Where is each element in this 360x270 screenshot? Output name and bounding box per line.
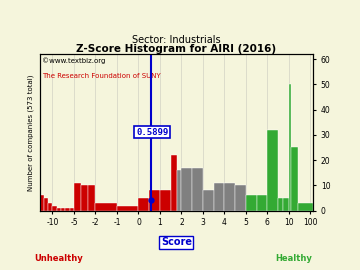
Bar bbox=[267, 130, 278, 211]
Bar bbox=[117, 205, 139, 211]
Bar bbox=[57, 208, 61, 211]
Y-axis label: Number of companies (573 total): Number of companies (573 total) bbox=[28, 74, 34, 191]
Title: Z-Score Histogram for AIRI (2016): Z-Score Histogram for AIRI (2016) bbox=[76, 44, 276, 54]
Bar bbox=[257, 195, 267, 211]
Bar bbox=[95, 203, 117, 211]
Bar bbox=[246, 195, 257, 211]
Bar bbox=[235, 185, 246, 211]
Bar bbox=[88, 185, 95, 211]
Text: Healthy: Healthy bbox=[276, 254, 312, 264]
Bar bbox=[278, 198, 283, 211]
Bar bbox=[177, 170, 181, 211]
Text: Sector: Industrials: Sector: Industrials bbox=[132, 35, 221, 45]
Text: Unhealthy: Unhealthy bbox=[34, 254, 83, 264]
Bar bbox=[160, 190, 171, 211]
Bar bbox=[203, 190, 213, 211]
Bar bbox=[44, 198, 48, 211]
Bar bbox=[291, 147, 298, 211]
Text: Score: Score bbox=[161, 237, 192, 247]
Bar bbox=[283, 198, 289, 211]
Bar bbox=[192, 168, 203, 211]
Bar bbox=[289, 84, 291, 211]
Text: The Research Foundation of SUNY: The Research Foundation of SUNY bbox=[42, 73, 161, 79]
Bar bbox=[139, 198, 149, 211]
Bar bbox=[181, 168, 192, 211]
Bar bbox=[61, 208, 66, 211]
Bar bbox=[171, 155, 177, 211]
Bar bbox=[81, 185, 88, 211]
Bar bbox=[70, 208, 74, 211]
Bar bbox=[48, 203, 53, 211]
Bar bbox=[213, 183, 224, 211]
Bar bbox=[224, 183, 235, 211]
Bar bbox=[53, 205, 57, 211]
Text: ©www.textbiz.org: ©www.textbiz.org bbox=[42, 57, 106, 64]
Text: 0.5899: 0.5899 bbox=[136, 128, 168, 137]
Bar bbox=[298, 203, 313, 211]
Bar bbox=[74, 183, 81, 211]
Bar bbox=[66, 208, 70, 211]
Bar bbox=[40, 195, 44, 211]
Bar bbox=[149, 190, 160, 211]
